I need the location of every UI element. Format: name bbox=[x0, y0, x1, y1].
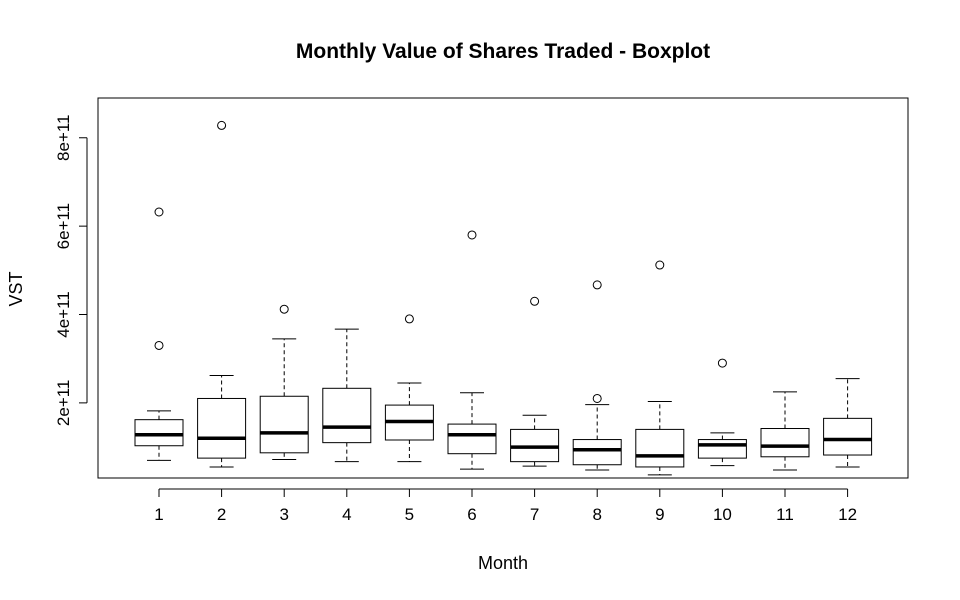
box-month-5 bbox=[384, 314, 434, 463]
outlier-point bbox=[154, 207, 164, 217]
x-tick-label: 4 bbox=[342, 505, 351, 524]
box-month-2 bbox=[197, 120, 247, 468]
x-tick-label: 7 bbox=[530, 505, 539, 524]
iqr-box bbox=[197, 397, 247, 459]
x-tick-label: 5 bbox=[405, 505, 414, 524]
box-month-3 bbox=[259, 304, 309, 460]
x-tick-label: 12 bbox=[838, 505, 857, 524]
outlier-point bbox=[467, 230, 477, 240]
y-axis-label: VST bbox=[6, 271, 26, 306]
x-tick-label: 9 bbox=[655, 505, 664, 524]
outlier-point bbox=[404, 314, 414, 324]
outlier-point bbox=[717, 358, 727, 368]
box-month-4 bbox=[322, 328, 372, 463]
iqr-box bbox=[322, 387, 372, 444]
iqr-box bbox=[447, 423, 497, 455]
box-month-1 bbox=[134, 207, 184, 461]
iqr-box bbox=[697, 439, 747, 459]
box-month-11 bbox=[760, 391, 810, 471]
box-month-12 bbox=[823, 378, 873, 468]
box-month-6 bbox=[447, 230, 497, 470]
outlier-point bbox=[655, 260, 665, 270]
boxes-layer bbox=[134, 120, 873, 476]
y-tick-label: 8e+11 bbox=[54, 115, 73, 161]
iqr-box bbox=[635, 428, 685, 468]
y-tick-label: 6e+11 bbox=[54, 203, 73, 249]
iqr-box bbox=[572, 439, 622, 466]
x-axis: 1 2 3 4 5 6 7 8 9 10 11 12 bbox=[154, 488, 857, 524]
x-tick-label: 11 bbox=[776, 505, 794, 524]
x-tick-label: 10 bbox=[713, 505, 732, 524]
box-month-10 bbox=[697, 358, 747, 467]
plot-frame bbox=[97, 97, 909, 479]
box-month-7 bbox=[510, 296, 560, 467]
outlier-point bbox=[279, 304, 289, 314]
iqr-box bbox=[760, 428, 810, 458]
outlier-point bbox=[217, 120, 227, 130]
box-month-9 bbox=[635, 260, 685, 476]
iqr-box bbox=[259, 395, 309, 454]
x-axis-label: Month bbox=[478, 553, 528, 573]
x-tick-label: 6 bbox=[467, 505, 476, 524]
y-tick-label: 2e+11 bbox=[54, 380, 73, 426]
x-tick-label: 8 bbox=[592, 505, 601, 524]
y-tick-label: 4e+11 bbox=[54, 291, 73, 337]
y-axis: 2e+11 4e+11 6e+11 8e+11 bbox=[54, 115, 88, 426]
iqr-box bbox=[134, 419, 184, 447]
box-month-8 bbox=[572, 280, 622, 471]
chart-title: Monthly Value of Shares Traded - Boxplot bbox=[296, 40, 710, 63]
outlier-point bbox=[154, 340, 164, 350]
outlier-point bbox=[530, 296, 540, 306]
iqr-box bbox=[823, 417, 873, 456]
outlier-point bbox=[592, 280, 602, 290]
x-tick-label: 3 bbox=[279, 505, 288, 524]
outlier-point bbox=[592, 393, 602, 403]
x-tick-label: 2 bbox=[217, 505, 226, 524]
x-tick-label: 1 bbox=[154, 505, 163, 524]
